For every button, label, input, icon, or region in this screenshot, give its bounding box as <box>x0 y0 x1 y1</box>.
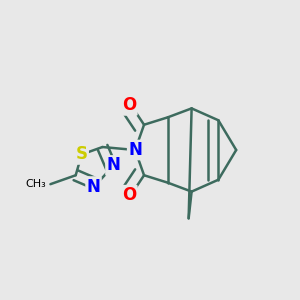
Text: CH₃: CH₃ <box>25 179 46 189</box>
Text: N: N <box>87 178 100 196</box>
Text: O: O <box>122 96 136 114</box>
Text: N: N <box>106 157 120 175</box>
Text: S: S <box>76 146 88 164</box>
Text: N: N <box>128 141 142 159</box>
Text: O: O <box>122 186 136 204</box>
